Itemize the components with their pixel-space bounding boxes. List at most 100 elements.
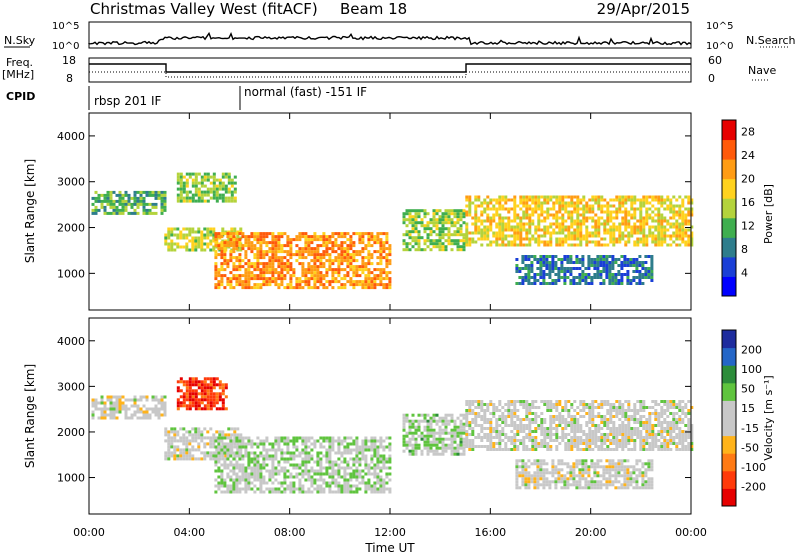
heatmap-cell	[495, 409, 499, 412]
heatmap-cell	[579, 231, 583, 235]
heatmap-cell	[340, 439, 344, 443]
heatmap-cell	[672, 418, 676, 421]
heatmap-cell	[539, 261, 543, 264]
heatmap-cell	[118, 199, 122, 203]
heatmap-cell	[600, 421, 604, 424]
heatmap-cell	[154, 205, 158, 209]
heatmap-cell	[224, 386, 228, 390]
heatmap-cell	[531, 412, 535, 415]
heatmap-cell	[486, 421, 490, 424]
heatmap-cell	[179, 236, 183, 240]
heatmap-cell	[510, 207, 514, 211]
heatmap-cell	[325, 454, 329, 458]
heatmap-cell	[370, 286, 374, 290]
heatmap-cell	[590, 279, 594, 282]
heatmap-cell	[185, 193, 189, 197]
heatmap-cell	[256, 436, 260, 440]
heatmap-cell	[498, 418, 502, 421]
heatmap-cell	[570, 222, 574, 226]
heatmap-cell	[224, 395, 228, 399]
heatmap-cell	[382, 487, 386, 491]
heatmap-cell	[678, 195, 682, 199]
heatmap-cell	[214, 250, 218, 254]
heatmap-cell	[109, 193, 113, 197]
heatmap-cell	[639, 213, 643, 217]
heatmap-cell	[648, 442, 652, 445]
heatmap-cell	[570, 237, 574, 241]
heatmap-cell	[678, 400, 682, 403]
heatmap-cell	[209, 398, 213, 402]
heatmap-cell	[528, 216, 532, 220]
heatmap-cell	[283, 277, 287, 281]
heatmap-cell	[672, 400, 676, 403]
heatmap-cell	[573, 231, 577, 235]
heatmap-cell	[229, 286, 233, 290]
heatmap-cell	[513, 225, 517, 229]
heatmap-cell	[504, 433, 508, 436]
heatmap-cell	[232, 256, 236, 260]
heatmap-cell	[319, 274, 323, 278]
heatmap-cell	[513, 195, 517, 199]
heatmap-cell	[212, 230, 216, 234]
heatmap-cell	[557, 258, 561, 261]
heatmap-cell	[480, 403, 484, 406]
heatmap-cell	[277, 262, 281, 266]
heatmap-cell	[540, 195, 544, 199]
heatmap-cell	[364, 442, 368, 446]
heatmap-cell	[657, 424, 661, 427]
heatmap-cell	[597, 195, 601, 199]
heatmap-cell	[319, 259, 323, 263]
heatmap-cell	[163, 410, 167, 414]
heatmap-cell	[130, 413, 134, 417]
heatmap-cell	[644, 255, 648, 258]
heatmap-cell	[112, 395, 116, 399]
heatmap-cell	[313, 442, 317, 446]
heatmap-cell	[567, 213, 571, 217]
heatmap-cell	[573, 430, 577, 433]
heatmap-cell	[546, 445, 550, 448]
heatmap-cell	[232, 250, 236, 254]
heatmap-cell	[459, 224, 463, 228]
heatmap-cell	[527, 279, 531, 282]
heatmap-cell	[537, 228, 541, 232]
heatmap-cell	[349, 466, 353, 470]
heatmap-cell	[453, 434, 457, 438]
heatmap-cell	[663, 228, 667, 232]
heatmap-cell	[379, 268, 383, 272]
heatmap-cell	[203, 404, 207, 408]
heatmap-cell	[238, 457, 242, 461]
heatmap-cell	[624, 201, 628, 205]
heatmap-cell	[414, 419, 418, 423]
heatmap-cell	[486, 427, 490, 430]
heatmap-cell	[274, 244, 278, 248]
heatmap-cell	[642, 400, 646, 403]
heatmap-cell	[316, 238, 320, 242]
heatmap-cell	[567, 442, 571, 445]
heatmap-cell	[530, 264, 534, 267]
heatmap-cell	[549, 415, 553, 418]
heatmap-cell	[483, 415, 487, 418]
heatmap-cell	[301, 271, 305, 275]
heatmap-cell	[163, 193, 167, 197]
heatmap-cell	[525, 195, 529, 199]
heatmap-cell	[179, 451, 183, 455]
heatmap-cell	[109, 190, 113, 194]
heatmap-cell	[555, 243, 559, 247]
heatmap-cell	[545, 258, 549, 261]
heatmap-cell	[200, 389, 204, 393]
heatmap-cell	[474, 219, 478, 223]
heatmap-cell	[627, 198, 631, 202]
heatmap-cell	[191, 439, 195, 443]
heatmap-cell	[217, 280, 221, 284]
heatmap-cell	[513, 442, 517, 445]
heatmap-cell	[310, 241, 314, 245]
heatmap-cell	[355, 439, 359, 443]
heatmap-cell	[176, 386, 180, 390]
heatmap-cell	[588, 427, 592, 430]
heatmap-cell	[516, 231, 520, 235]
heatmap-cell	[501, 237, 505, 241]
heatmap-cell	[540, 427, 544, 430]
heatmap-cell	[564, 207, 568, 211]
heatmap-cell	[334, 490, 338, 494]
heatmap-cell	[289, 265, 293, 269]
